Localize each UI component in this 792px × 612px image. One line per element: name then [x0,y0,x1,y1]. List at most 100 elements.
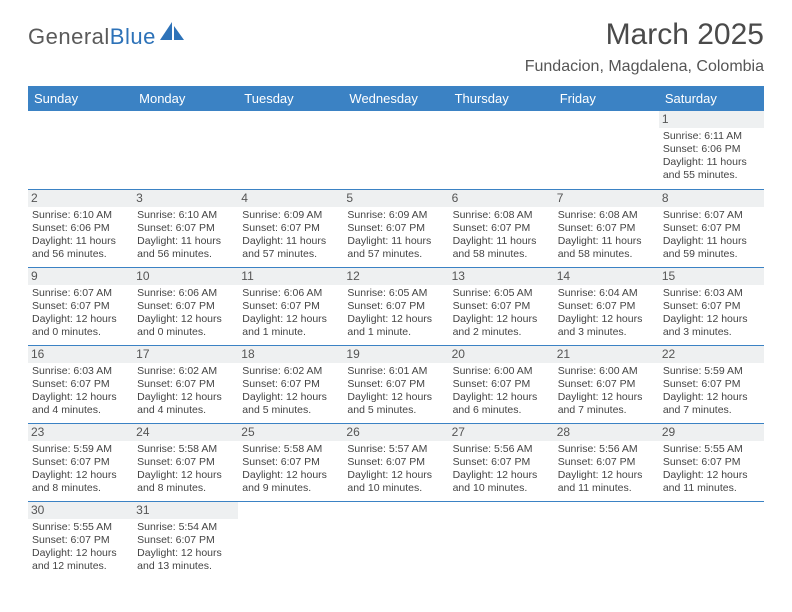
calendar-cell [133,111,238,189]
day-number: 12 [343,268,448,285]
day-info-line: Sunrise: 6:08 AM [558,209,655,222]
day-info-line: Sunrise: 5:57 AM [347,443,444,456]
weekday-header: Wednesday [343,86,448,111]
day-info-line: Daylight: 12 hours and 7 minutes. [558,391,655,417]
calendar-cell: 9Sunrise: 6:07 AMSunset: 6:07 PMDaylight… [28,267,133,345]
day-number [133,111,238,128]
day-info-line: Sunset: 6:06 PM [663,143,760,156]
calendar-cell: 31Sunrise: 5:54 AMSunset: 6:07 PMDayligh… [133,501,238,579]
day-info-line: Sunset: 6:07 PM [453,222,550,235]
day-info-line: Daylight: 12 hours and 11 minutes. [663,469,760,495]
calendar-cell: 14Sunrise: 6:04 AMSunset: 6:07 PMDayligh… [554,267,659,345]
calendar-row: 1Sunrise: 6:11 AMSunset: 6:06 PMDaylight… [28,111,764,189]
day-info-line: Sunrise: 6:02 AM [242,365,339,378]
calendar-cell: 28Sunrise: 5:56 AMSunset: 6:07 PMDayligh… [554,423,659,501]
calendar-cell: 20Sunrise: 6:00 AMSunset: 6:07 PMDayligh… [449,345,554,423]
weekday-header: Sunday [28,86,133,111]
day-info-line: Sunset: 6:07 PM [558,300,655,313]
logo-word-2: Blue [110,24,156,49]
day-info-line: Sunrise: 6:02 AM [137,365,234,378]
day-info-line: Daylight: 12 hours and 8 minutes. [32,469,129,495]
day-info-line: Sunset: 6:07 PM [242,378,339,391]
day-info-line: Sunset: 6:07 PM [137,456,234,469]
day-info-line: Daylight: 11 hours and 56 minutes. [137,235,234,261]
day-number: 30 [28,502,133,519]
logo: GeneralBlue [28,24,186,50]
month-title: March 2025 [525,18,764,52]
day-info-line: Daylight: 11 hours and 58 minutes. [558,235,655,261]
day-info-line: Daylight: 12 hours and 0 minutes. [137,313,234,339]
day-info-line: Daylight: 12 hours and 6 minutes. [453,391,550,417]
day-info-line: Daylight: 12 hours and 12 minutes. [32,547,129,573]
day-info-line: Daylight: 12 hours and 3 minutes. [663,313,760,339]
calendar-cell: 11Sunrise: 6:06 AMSunset: 6:07 PMDayligh… [238,267,343,345]
day-number: 16 [28,346,133,363]
calendar-cell: 24Sunrise: 5:58 AMSunset: 6:07 PMDayligh… [133,423,238,501]
day-info-line: Daylight: 11 hours and 57 minutes. [347,235,444,261]
day-info-line: Sunrise: 6:00 AM [558,365,655,378]
calendar-cell: 15Sunrise: 6:03 AMSunset: 6:07 PMDayligh… [659,267,764,345]
day-number: 19 [343,346,448,363]
calendar-cell: 13Sunrise: 6:05 AMSunset: 6:07 PMDayligh… [449,267,554,345]
calendar-cell: 10Sunrise: 6:06 AMSunset: 6:07 PMDayligh… [133,267,238,345]
day-info-line: Sunset: 6:07 PM [347,222,444,235]
day-number: 22 [659,346,764,363]
calendar-cell: 26Sunrise: 5:57 AMSunset: 6:07 PMDayligh… [343,423,448,501]
weekday-header: Monday [133,86,238,111]
day-number: 10 [133,268,238,285]
day-info-line: Sunrise: 6:11 AM [663,130,760,143]
calendar-cell [449,501,554,579]
day-number: 20 [449,346,554,363]
day-number [238,502,343,519]
day-info-line: Sunset: 6:07 PM [137,222,234,235]
day-info-line: Daylight: 12 hours and 9 minutes. [242,469,339,495]
day-number [449,111,554,128]
day-number [554,502,659,519]
day-number: 9 [28,268,133,285]
day-number: 25 [238,424,343,441]
day-info-line: Daylight: 11 hours and 57 minutes. [242,235,339,261]
day-info-line: Sunrise: 5:56 AM [453,443,550,456]
day-number: 18 [238,346,343,363]
day-info-line: Sunrise: 6:03 AM [32,365,129,378]
title-block: March 2025 Fundacion, Magdalena, Colombi… [525,18,764,80]
calendar-cell: 17Sunrise: 6:02 AMSunset: 6:07 PMDayligh… [133,345,238,423]
day-info-line: Daylight: 12 hours and 13 minutes. [137,547,234,573]
calendar-cell: 8Sunrise: 6:07 AMSunset: 6:07 PMDaylight… [659,189,764,267]
day-info-line: Sunrise: 6:10 AM [137,209,234,222]
day-info-line: Daylight: 12 hours and 5 minutes. [347,391,444,417]
day-info-line: Sunrise: 5:58 AM [242,443,339,456]
day-info-line: Sunrise: 5:55 AM [663,443,760,456]
day-info-line: Daylight: 12 hours and 10 minutes. [347,469,444,495]
calendar-cell [238,501,343,579]
day-number: 11 [238,268,343,285]
calendar-cell [554,501,659,579]
calendar-cell: 29Sunrise: 5:55 AMSunset: 6:07 PMDayligh… [659,423,764,501]
day-info-line: Sunrise: 6:07 AM [663,209,760,222]
calendar-table: Sunday Monday Tuesday Wednesday Thursday… [28,86,764,579]
day-info-line: Sunset: 6:07 PM [663,300,760,313]
day-info-line: Daylight: 12 hours and 8 minutes. [137,469,234,495]
day-number [449,502,554,519]
calendar-cell: 19Sunrise: 6:01 AMSunset: 6:07 PMDayligh… [343,345,448,423]
day-info-line: Daylight: 11 hours and 55 minutes. [663,156,760,182]
logo-word-1: General [28,24,110,49]
day-info-line: Daylight: 12 hours and 2 minutes. [453,313,550,339]
calendar-cell [659,501,764,579]
day-info-line: Sunset: 6:07 PM [347,456,444,469]
day-number [238,111,343,128]
day-info-line: Sunset: 6:07 PM [663,222,760,235]
weekday-header: Saturday [659,86,764,111]
calendar-cell: 27Sunrise: 5:56 AMSunset: 6:07 PMDayligh… [449,423,554,501]
calendar-row: 30Sunrise: 5:55 AMSunset: 6:07 PMDayligh… [28,501,764,579]
day-number: 5 [343,190,448,207]
day-number: 23 [28,424,133,441]
day-number: 24 [133,424,238,441]
day-info-line: Sunset: 6:07 PM [137,300,234,313]
day-info-line: Sunrise: 6:09 AM [242,209,339,222]
day-info-line: Sunset: 6:07 PM [663,378,760,391]
day-info-line: Sunrise: 5:55 AM [32,521,129,534]
calendar-cell [343,501,448,579]
calendar-cell: 2Sunrise: 6:10 AMSunset: 6:06 PMDaylight… [28,189,133,267]
logo-text: GeneralBlue [28,24,156,50]
